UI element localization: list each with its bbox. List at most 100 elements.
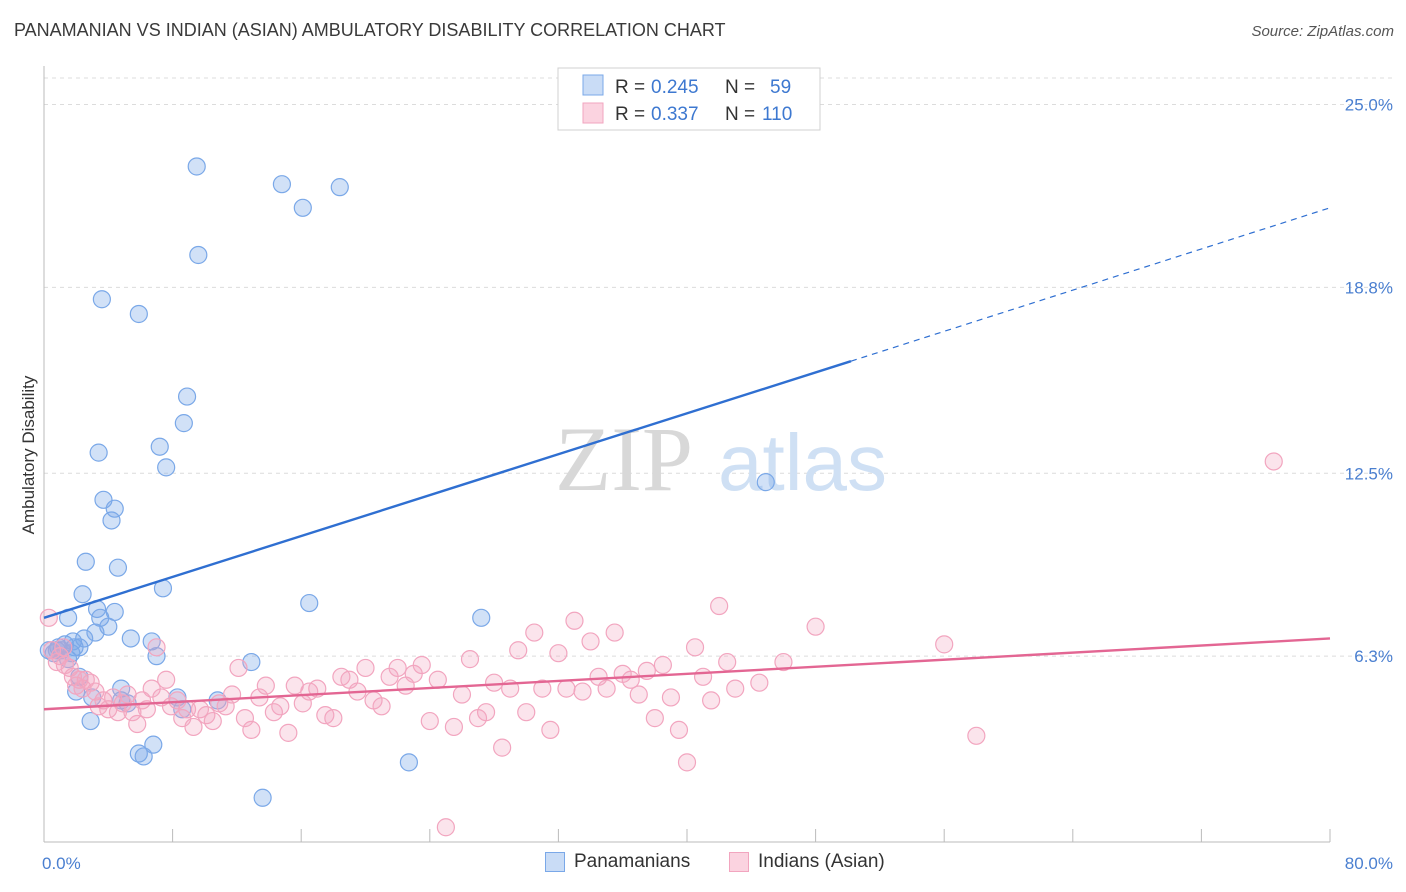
data-point-indians xyxy=(710,596,729,616)
data-point-panamanians xyxy=(105,499,124,518)
data-point-indians xyxy=(235,709,255,728)
legend-swatch-panamanians xyxy=(582,74,604,96)
data-point-indians xyxy=(256,676,275,695)
data-point-indians xyxy=(702,691,721,710)
y-axis-label: Ambulatory Disability xyxy=(19,375,38,534)
series-indians xyxy=(39,452,1283,837)
data-point-panamanians xyxy=(253,788,272,807)
data-point-panamanians xyxy=(272,175,292,194)
data-point-indians xyxy=(685,638,705,657)
data-point-indians xyxy=(669,720,689,740)
data-point-indians xyxy=(203,711,222,731)
legend-r-label: R = xyxy=(615,104,645,125)
data-point-indians xyxy=(356,658,375,678)
x-tick-label: 80.0% xyxy=(1345,854,1393,873)
data-point-indians xyxy=(216,697,235,716)
trend-line-indians xyxy=(43,637,1331,711)
data-point-panamanians xyxy=(129,744,148,763)
watermark-zip: ZIP xyxy=(555,408,693,510)
data-point-panamanians xyxy=(189,245,208,265)
data-point-indians xyxy=(436,818,455,837)
legend-swatch-indians xyxy=(582,102,604,124)
trend-lines xyxy=(43,207,1331,711)
legend-n-value: 59 xyxy=(770,77,791,98)
data-point-indians xyxy=(605,623,624,642)
legend-item-indians[interactable]: Indians (Asian) xyxy=(729,851,885,873)
data-point-indians xyxy=(452,685,472,704)
data-point-indians xyxy=(541,720,560,740)
legend-r-label: R = xyxy=(615,77,645,98)
y-tick-label: 25.0% xyxy=(1345,96,1393,115)
data-point-indians xyxy=(967,726,986,745)
data-point-indians xyxy=(444,717,464,737)
legend-swatch-panamanians xyxy=(545,852,565,872)
chart-title: PANAMANIAN VS INDIAN (ASIAN) AMBULATORY … xyxy=(14,20,726,40)
data-point-panamanians xyxy=(157,458,176,477)
legend-n-label: N = xyxy=(725,104,755,125)
y-tick-label: 6.3% xyxy=(1354,647,1393,666)
legend-r-value: 0.245 xyxy=(651,77,699,98)
data-point-indians xyxy=(621,670,640,689)
data-point-indians xyxy=(428,670,447,689)
data-point-indians xyxy=(271,697,290,716)
data-point-panamanians xyxy=(70,638,89,657)
data-point-panamanians xyxy=(293,198,312,217)
legend-r-value: 0.337 xyxy=(651,104,699,125)
data-point-indians xyxy=(279,723,298,742)
data-point-panamanians xyxy=(105,602,124,622)
data-point-indians xyxy=(565,611,584,630)
data-point-panamanians xyxy=(129,304,148,324)
source-label: Source: ZipAtlas.com xyxy=(1251,23,1394,40)
data-point-panamanians xyxy=(102,511,121,530)
data-point-panamanians xyxy=(472,608,491,627)
data-point-indians xyxy=(128,714,147,734)
data-point-panamanians xyxy=(399,753,419,772)
data-point-indians xyxy=(54,638,73,657)
data-point-indians xyxy=(476,703,496,722)
data-point-indians xyxy=(1264,452,1283,471)
y-tick-label: 12.5% xyxy=(1345,464,1393,483)
data-point-indians xyxy=(774,652,793,672)
data-point-panamanians xyxy=(187,157,206,176)
data-point-indians xyxy=(693,667,713,686)
data-point-indians xyxy=(750,673,769,692)
data-point-panamanians xyxy=(150,437,169,456)
data-point-indians xyxy=(557,679,576,698)
data-point-indians xyxy=(420,711,439,731)
data-point-indians xyxy=(485,673,504,692)
data-point-panamanians xyxy=(92,290,111,309)
data-point-indians xyxy=(581,632,600,651)
legend-top: R = 0.245 N = 59 R = 0.337 N = 110 xyxy=(557,67,821,131)
data-point-indians xyxy=(39,608,58,627)
legend-n-label: N = xyxy=(725,77,755,98)
data-point-panamanians xyxy=(76,552,95,571)
y-tick-labels: 6.3% 12.5% 18.8% 25.0% xyxy=(1345,96,1393,667)
data-point-panamanians xyxy=(108,558,128,577)
legend-label-panamanians: Panamanians xyxy=(574,851,691,872)
data-point-panamanians xyxy=(75,629,94,648)
data-point-indians xyxy=(157,670,176,689)
data-point-panamanians xyxy=(756,473,775,492)
data-point-indians xyxy=(935,635,954,654)
data-point-indians xyxy=(509,641,528,660)
data-point-indians xyxy=(460,650,480,669)
data-point-panamanians xyxy=(142,632,161,651)
data-point-indians xyxy=(533,679,552,698)
data-point-indians xyxy=(147,638,166,657)
data-point-panamanians xyxy=(177,387,197,406)
data-point-indians xyxy=(108,703,128,722)
data-point-indians xyxy=(597,679,616,698)
data-point-indians xyxy=(653,655,672,675)
data-point-panamanians xyxy=(174,414,193,433)
data-point-indians xyxy=(81,673,100,692)
y-tick-label: 18.8% xyxy=(1345,278,1393,297)
data-point-indians xyxy=(388,658,407,678)
legend-n-value: 110 xyxy=(762,104,792,125)
data-point-indians xyxy=(372,697,391,716)
data-point-panamanians xyxy=(144,735,163,754)
data-point-indians xyxy=(726,679,745,698)
legend-item-panamanians[interactable]: Panamanians xyxy=(545,851,690,873)
data-point-indians xyxy=(573,682,592,701)
watermark-atlas: atlas xyxy=(718,418,887,507)
